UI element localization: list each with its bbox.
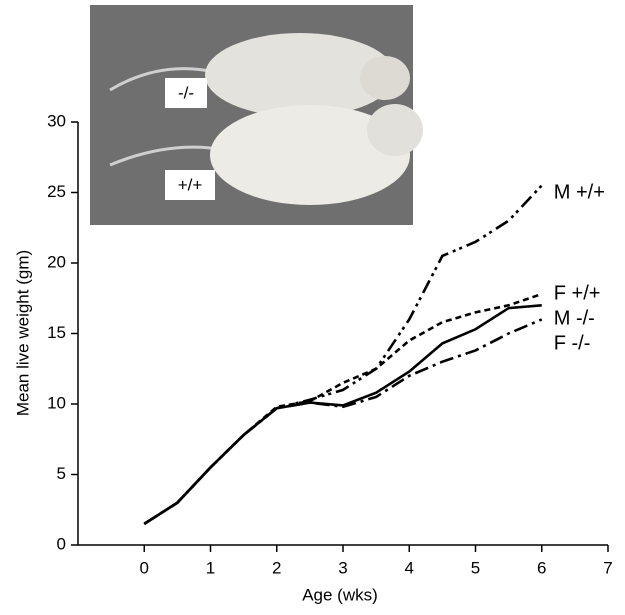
x-tick-label: 2 bbox=[272, 558, 281, 577]
series-label: M +/+ bbox=[554, 182, 605, 204]
series-line bbox=[143, 292, 543, 525]
tail bbox=[109, 67, 216, 92]
label-box bbox=[165, 170, 215, 200]
y-tick-label: 25 bbox=[47, 182, 66, 201]
series-label: F +/+ bbox=[554, 282, 601, 304]
y-tick-label: 15 bbox=[47, 323, 66, 342]
x-tick-label: 1 bbox=[206, 558, 215, 577]
y-axis-label: Mean live weight (gm) bbox=[13, 250, 32, 416]
photo-inset: -/- +/+ bbox=[90, 5, 423, 225]
x-tick-label: 7 bbox=[603, 558, 612, 577]
mouse-body bbox=[210, 105, 410, 205]
genotype-label: +/+ bbox=[178, 175, 203, 194]
mouse-body bbox=[205, 33, 395, 117]
mouse-head bbox=[367, 104, 423, 156]
x-tick-label: 4 bbox=[405, 558, 414, 577]
x-tick-label: 5 bbox=[471, 558, 480, 577]
y-tick-label: 0 bbox=[57, 534, 66, 553]
genotype-label: -/- bbox=[178, 83, 194, 102]
label-box bbox=[165, 78, 207, 108]
series-label: M -/- bbox=[554, 307, 595, 329]
x-tick-label: 3 bbox=[338, 558, 347, 577]
x-tick-label: 0 bbox=[140, 558, 149, 577]
y-tick-label: 10 bbox=[47, 393, 66, 412]
series-line bbox=[143, 318, 543, 525]
x-tick-label: 6 bbox=[537, 558, 546, 577]
series-line bbox=[143, 304, 542, 525]
series-label: F -/- bbox=[554, 332, 591, 354]
x-axis-label: Age (wks) bbox=[302, 585, 378, 604]
y-tick-label: 20 bbox=[47, 252, 66, 271]
y-tick-label: 5 bbox=[57, 464, 66, 483]
y-tick-label: 30 bbox=[47, 111, 66, 130]
mouse-head bbox=[360, 56, 410, 100]
